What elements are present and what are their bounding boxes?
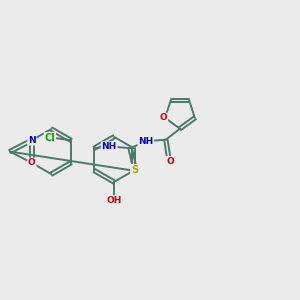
Text: Cl: Cl	[44, 133, 55, 143]
Text: NH: NH	[138, 137, 153, 146]
Text: O: O	[28, 158, 36, 167]
Text: OH: OH	[106, 196, 122, 205]
Text: NH: NH	[101, 142, 117, 151]
Text: O: O	[160, 113, 167, 122]
Text: S: S	[131, 165, 138, 175]
Text: O: O	[166, 157, 174, 166]
Text: N: N	[28, 136, 36, 145]
